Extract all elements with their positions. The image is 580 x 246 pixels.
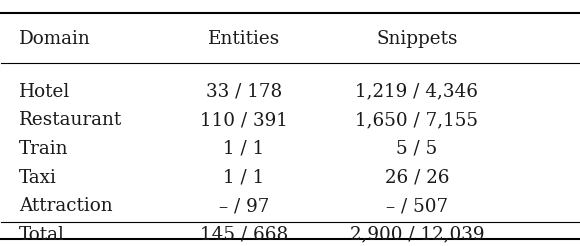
Text: 1,219 / 4,346: 1,219 / 4,346 [356,83,478,101]
Text: 2,900 / 12,039: 2,900 / 12,039 [350,226,484,244]
Text: 1 / 1: 1 / 1 [223,140,264,158]
Text: Total: Total [19,226,64,244]
Text: Domain: Domain [19,31,90,48]
Text: Train: Train [19,140,68,158]
Text: 33 / 178: 33 / 178 [206,83,282,101]
Text: 26 / 26: 26 / 26 [385,169,450,186]
Text: 145 / 668: 145 / 668 [200,226,288,244]
Text: 5 / 5: 5 / 5 [396,140,438,158]
Text: – / 97: – / 97 [219,197,269,215]
Text: 1 / 1: 1 / 1 [223,169,264,186]
Text: Restaurant: Restaurant [19,111,122,129]
Text: 1,650 / 7,155: 1,650 / 7,155 [356,111,478,129]
Text: – / 507: – / 507 [386,197,448,215]
Text: 110 / 391: 110 / 391 [200,111,288,129]
Text: Entities: Entities [208,31,280,48]
Text: Snippets: Snippets [376,31,458,48]
Text: Hotel: Hotel [19,83,70,101]
Text: Attraction: Attraction [19,197,113,215]
Text: Taxi: Taxi [19,169,57,186]
